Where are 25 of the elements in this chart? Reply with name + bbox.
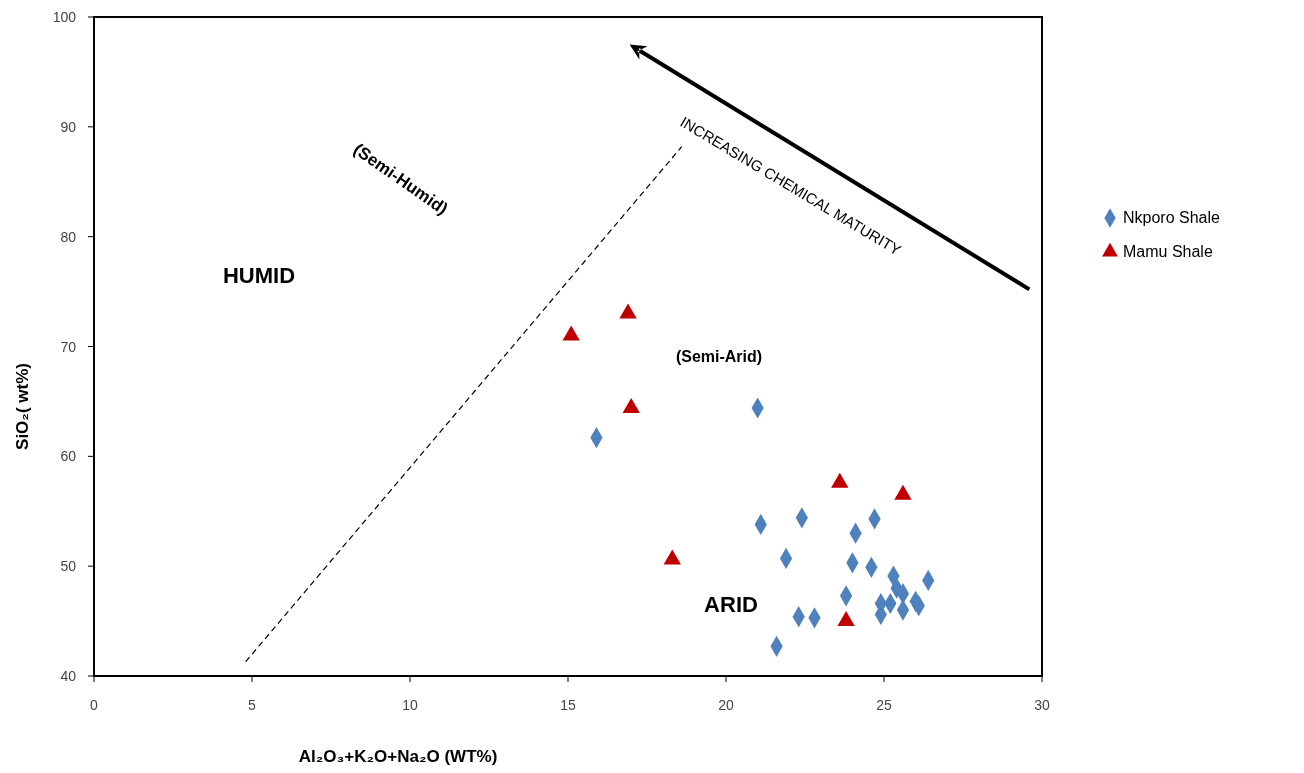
x-tick-label: 0 xyxy=(90,697,99,713)
point xyxy=(562,325,580,341)
x-tick-label: 20 xyxy=(718,697,734,713)
point xyxy=(622,398,640,414)
x-tick-label: 5 xyxy=(248,697,257,713)
y-tick-label: 80 xyxy=(60,228,77,245)
y-tick-label: 90 xyxy=(60,118,77,135)
y-tick-label: 50 xyxy=(60,558,77,575)
x-tick-label: 15 xyxy=(560,697,576,713)
y-tick-label: 40 xyxy=(60,668,77,684)
annotation: (Semi-Arid) xyxy=(675,348,763,366)
x-tick-label: 10 xyxy=(402,697,418,713)
x-tick-label: 30 xyxy=(1034,697,1050,713)
point xyxy=(619,303,637,319)
y-tick-label: 60 xyxy=(60,448,77,465)
annotation: ARID xyxy=(704,591,758,617)
y-tick-label: 70 xyxy=(60,338,77,355)
point xyxy=(831,472,849,488)
legend-label: Nkporo Shale xyxy=(1123,209,1221,226)
y-axis-title: SiO₂( wt%) xyxy=(13,363,32,450)
x-axis-title: Al₂O₃+K₂O+Na₂O (WT%) xyxy=(298,747,498,766)
x-tick-label: 25 xyxy=(876,697,892,713)
legend-label: Mamu Shale xyxy=(1123,243,1213,260)
y-tick-label: 100 xyxy=(52,9,77,25)
annotation: HUMID xyxy=(222,262,296,288)
